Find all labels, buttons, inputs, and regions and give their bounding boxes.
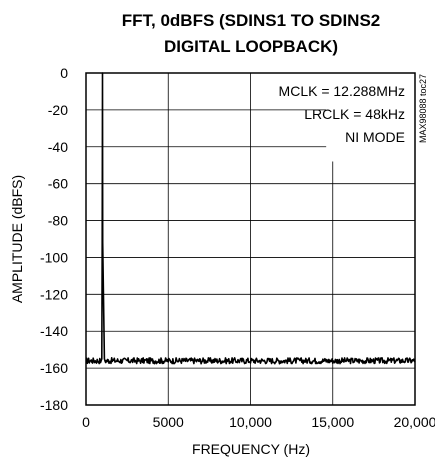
chart-title-line-2: DIGITAL LOOPBACK) — [164, 37, 338, 56]
annotation-lrclk: LRCLK = 48kHz — [304, 106, 405, 122]
annotation-mclk: MCLK = 12.288MHz — [279, 83, 405, 99]
y-tick-label: -100 — [40, 249, 68, 265]
x-tick-label: 0 — [82, 414, 90, 430]
grid — [86, 73, 415, 405]
y-tick-label: -160 — [40, 360, 68, 376]
y-tick-label: -40 — [48, 139, 68, 155]
x-tick-label: 15,000 — [311, 414, 354, 430]
x-tick-label: 10,000 — [229, 414, 272, 430]
y-tick-label: -180 — [40, 397, 68, 413]
plot-frame — [85, 72, 416, 406]
tick-labels: 0 5000 10,000 15,000 20,000 0 -20 -40 -60 -80 -100… — [40, 65, 435, 430]
y-tick-label: -80 — [48, 213, 68, 229]
x-axis-label: FREQUENCY (Hz) — [192, 441, 310, 457]
chart-title-line-1: FFT, 0dBFS (SDINS1 TO SDINS2 — [122, 11, 381, 30]
x-tick-label: 20,000 — [394, 414, 435, 430]
y-tick-label: -60 — [48, 176, 68, 192]
series — [85, 72, 416, 365]
annotation-mode: NI MODE — [345, 129, 405, 145]
fft-trace — [85, 72, 416, 365]
y-tick-label: 0 — [60, 65, 68, 81]
y-tick-label: -20 — [48, 102, 68, 118]
y-tick-label: -120 — [40, 286, 68, 302]
figure-id-label: MAX98088 toc27 — [418, 74, 428, 143]
y-axis-label: AMPLITUDE (dBFS) — [9, 175, 25, 303]
y-tick-label: -140 — [40, 323, 68, 339]
x-tick-label: 5000 — [153, 414, 184, 430]
